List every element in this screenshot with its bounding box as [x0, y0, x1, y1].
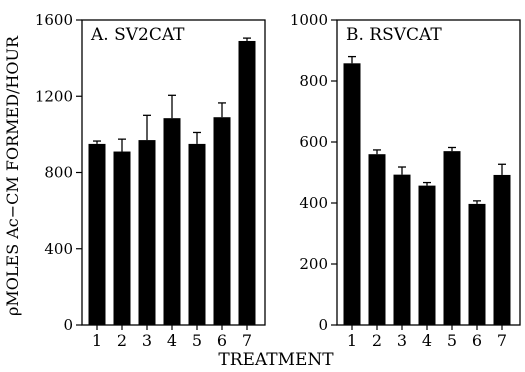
category-label: 3 [142, 331, 152, 350]
panel-a: 0 400 800 1200 1600 A. SV2CAT 1 2 3 4 5 6 7 [35, 11, 266, 350]
bar [113, 151, 131, 325]
x-axis-label: TREATMENT [218, 350, 334, 370]
bar [493, 174, 511, 325]
bar [468, 203, 486, 325]
bar [443, 151, 461, 325]
category-label: 4 [422, 331, 432, 350]
bar [343, 63, 361, 326]
y-tick-label: 0 [318, 316, 328, 334]
category-label: 3 [397, 331, 407, 350]
category-label: 7 [497, 331, 507, 350]
y-tick-label: 1200 [35, 87, 73, 105]
bar [418, 185, 436, 325]
category-label: 2 [372, 331, 382, 350]
y-tick-label: 400 [299, 194, 328, 212]
y-tick-label: 1600 [35, 11, 73, 29]
y-tick-label: 800 [44, 164, 73, 182]
y-tick-label: 0 [63, 316, 73, 334]
y-tick-label: 200 [299, 255, 328, 273]
category-label: 5 [192, 331, 202, 350]
bar [188, 143, 206, 325]
panel-title: B. RSVCAT [346, 25, 442, 45]
bar [368, 154, 386, 325]
y-tick-label: 400 [44, 240, 73, 258]
y-tick-label: 1000 [290, 11, 328, 29]
y-axis-label: ρMOLES Ac−CM FORMED/HOUR [3, 35, 22, 316]
y-tick-label: 800 [299, 72, 328, 90]
category-label: 7 [242, 331, 252, 350]
category-label: 6 [472, 331, 482, 350]
panel-b: 0 200 400 600 800 1000 B. RSVCAT 1 2 3 4 5 6 7 [290, 11, 521, 350]
bar [238, 40, 256, 325]
bar [163, 118, 181, 325]
category-label: 4 [167, 331, 177, 350]
category-label: 1 [92, 331, 102, 350]
category-label: 6 [217, 331, 227, 350]
panel-title: A. SV2CAT [90, 25, 185, 45]
bar [88, 143, 106, 325]
bar [213, 117, 231, 325]
bar [393, 174, 411, 325]
bar [138, 140, 156, 325]
category-label: 2 [117, 331, 127, 350]
category-label: 5 [447, 331, 457, 350]
y-tick-label: 600 [299, 133, 328, 151]
category-label: 1 [347, 331, 357, 350]
